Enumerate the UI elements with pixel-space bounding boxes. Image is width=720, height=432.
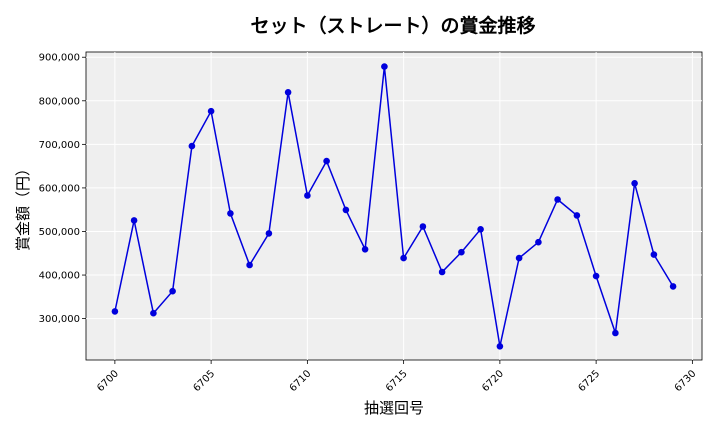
x-tick-label: 6720	[480, 368, 506, 394]
data-point	[419, 223, 427, 230]
series-line	[114, 66, 674, 347]
y-tick-label: 300,000	[39, 314, 80, 325]
plot-area	[85, 51, 703, 361]
x-tick-label: 6725	[576, 368, 602, 394]
data-point	[207, 107, 215, 115]
x-tick-label: 6730	[673, 368, 699, 394]
data-point	[496, 343, 504, 350]
data-point	[284, 89, 292, 96]
data-point	[323, 157, 330, 165]
data-point	[400, 254, 407, 262]
data-point	[188, 142, 196, 150]
data-point	[515, 254, 523, 262]
data-point	[669, 283, 677, 290]
y-axis-label: 賞金額（円）	[14, 161, 32, 251]
data-point	[381, 63, 388, 70]
data-point	[304, 192, 311, 199]
data-point	[458, 248, 465, 256]
data-point	[535, 238, 542, 246]
data-point	[554, 196, 561, 203]
data-point	[650, 251, 658, 258]
x-axis-label: 抽選回号	[364, 399, 424, 417]
x-tick-label: 6700	[95, 368, 121, 394]
x-tick-label: 6710	[288, 368, 314, 394]
y-tick-label: 400,000	[39, 271, 80, 282]
series-layer	[111, 63, 677, 350]
data-point	[265, 230, 273, 237]
data-point	[246, 261, 253, 269]
data-point	[573, 212, 581, 219]
chart-title: セット（ストレート）の賞金推移	[250, 14, 535, 37]
y-tick-label: 600,000	[39, 183, 80, 194]
data-point	[592, 272, 600, 280]
y-tick-label: 900,000	[39, 53, 80, 64]
data-point	[477, 226, 484, 233]
x-tick-label: 6715	[384, 368, 410, 394]
y-tick-label: 500,000	[39, 227, 80, 238]
data-point	[169, 287, 176, 295]
data-point	[150, 309, 157, 317]
data-point	[342, 206, 350, 214]
x-tick-label: 6705	[191, 368, 217, 394]
data-point	[631, 180, 638, 187]
data-point	[612, 329, 619, 337]
data-point	[361, 246, 369, 253]
data-point	[227, 210, 234, 217]
data-point	[438, 268, 446, 276]
data-point	[111, 308, 119, 315]
data-point	[130, 217, 138, 224]
y-tick-label: 700,000	[39, 140, 80, 151]
y-tick-label: 800,000	[39, 96, 80, 107]
